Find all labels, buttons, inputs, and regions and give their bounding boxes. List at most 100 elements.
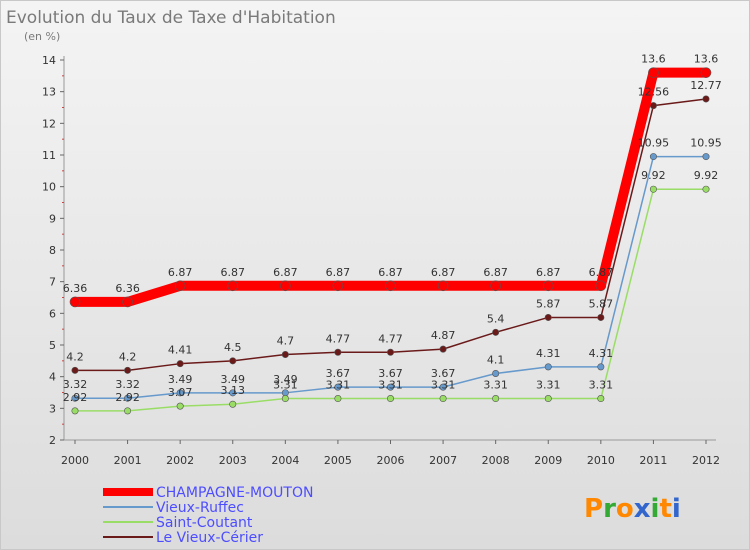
data-point	[702, 95, 710, 103]
data-label: 6.87	[589, 266, 614, 279]
data-point	[439, 345, 447, 353]
data-point	[229, 400, 237, 408]
data-point	[174, 280, 186, 292]
data-point	[648, 67, 659, 78]
data-point	[280, 280, 291, 292]
proxiti-logo-letter: i	[672, 494, 681, 524]
data-point	[229, 389, 237, 397]
chart-subtitle: (en %)	[24, 30, 60, 43]
data-label: 4.5	[224, 341, 242, 354]
data-point	[176, 360, 184, 368]
data-label: 3.13	[221, 384, 246, 397]
data-label: 4.31	[589, 347, 614, 360]
y-tick-label: 2	[49, 434, 56, 447]
data-label: 3.67	[431, 367, 456, 380]
data-label: 4.77	[378, 332, 403, 345]
data-point	[176, 389, 184, 397]
data-label: 6.87	[326, 266, 351, 279]
data-point	[229, 357, 237, 365]
proxiti-logo: Proxiti	[584, 494, 681, 524]
data-labels: 6.36 6.36 6.87 6.87 6.87 6.87 6.87 6.87 6.87 6.87…	[63, 53, 722, 404]
legend-label: CHAMPAGNE-MOUTON	[156, 485, 313, 501]
data-label: 3.49	[168, 373, 193, 386]
data-label: 3.31	[273, 379, 298, 392]
data-label: 6.87	[221, 266, 246, 279]
data-label: 6.87	[168, 266, 193, 279]
data-label: 3.07	[168, 386, 193, 399]
data-point	[334, 348, 342, 356]
data-point	[281, 350, 289, 358]
data-point	[437, 280, 449, 292]
y-tick-label: 3	[49, 402, 56, 415]
data-label: 4.1	[487, 354, 505, 367]
data-point	[386, 395, 394, 403]
data-point	[544, 395, 552, 403]
legend-label: Le Vieux-Cérier	[156, 530, 263, 546]
data-label: 6.87	[431, 266, 456, 279]
data-point	[334, 395, 342, 403]
data-point	[702, 153, 710, 161]
data-point	[122, 296, 133, 308]
data-label: 3.31	[589, 379, 614, 392]
data-label: 5.4	[487, 312, 505, 325]
data-point	[544, 313, 552, 321]
data-label: 4.31	[536, 347, 561, 360]
data-label: 2.92	[115, 391, 140, 404]
data-point	[71, 407, 79, 415]
y-tick-label: 13	[42, 86, 56, 99]
data-point	[385, 280, 396, 292]
x-tick-label: 2003	[219, 454, 247, 467]
y-tick-label: 8	[49, 244, 56, 257]
data-point	[492, 328, 500, 336]
data-point	[124, 407, 132, 415]
data-label: 3.49	[273, 373, 298, 386]
x-tick-label: 2004	[271, 454, 299, 467]
data-point	[544, 363, 552, 371]
data-point	[439, 395, 447, 403]
data-label: 6.87	[536, 266, 561, 279]
data-label: 3.31	[431, 379, 456, 392]
data-label: 4.41	[168, 344, 193, 357]
data-label: 3.32	[63, 378, 88, 391]
data-label: 3.31	[326, 379, 351, 392]
data-label: 3.67	[378, 367, 403, 380]
data-label: 3.67	[326, 367, 351, 380]
data-label: 2.92	[63, 391, 88, 404]
chart-title: Evolution du Taux de Taxe d'Habitation	[6, 8, 336, 28]
data-point	[281, 395, 289, 403]
series-lines	[69, 67, 712, 415]
x-tick-label: 2007	[429, 454, 457, 467]
proxiti-logo-letter: x	[634, 494, 651, 524]
data-label: 9.92	[694, 169, 719, 182]
data-point	[702, 185, 710, 193]
y-tick-label: 7	[49, 276, 56, 289]
data-point	[597, 395, 605, 403]
data-point	[69, 296, 81, 308]
x-tick-label: 2012	[692, 454, 720, 467]
proxiti-logo-letter: r	[603, 494, 616, 524]
data-label: 13.6	[694, 53, 719, 66]
data-point	[124, 394, 132, 402]
data-label: 13.6	[641, 53, 666, 66]
data-point	[597, 363, 605, 371]
data-point	[124, 366, 132, 374]
data-point	[492, 395, 500, 403]
x-tick-label: 2010	[587, 454, 615, 467]
x-tick-label: 2000	[61, 454, 89, 467]
data-point	[649, 102, 657, 110]
data-point	[490, 280, 501, 292]
data-point	[649, 185, 657, 193]
proxiti-logo-letter: P	[584, 494, 603, 524]
legend-label: Saint-Coutant	[156, 515, 253, 531]
data-label: 5.87	[536, 297, 561, 310]
data-point	[71, 394, 79, 402]
axes: 2 3 4 5 6 7 8 9 10 11 12 13 14 2000 2001 2002 2003 2004 20…	[42, 54, 720, 467]
data-label: 12.77	[690, 79, 722, 92]
data-point	[386, 383, 394, 391]
data-label: 6.36	[115, 282, 140, 295]
data-label: 4.77	[326, 332, 351, 345]
data-label: 6.87	[483, 266, 508, 279]
data-label: 3.31	[483, 379, 508, 392]
